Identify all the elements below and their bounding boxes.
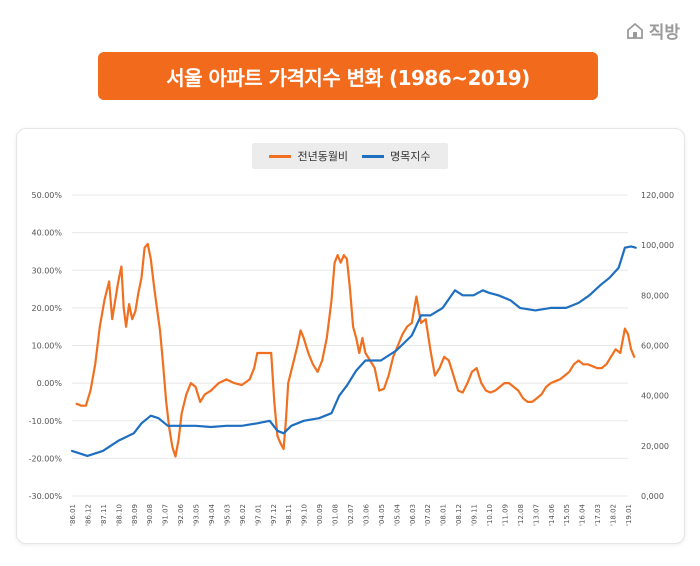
x-axis-tick-label: '86.12: [84, 504, 92, 526]
x-axis-tick-label: '05.04: [393, 503, 401, 526]
right-axis-tick-label: 40,000: [641, 392, 669, 401]
brand-logo: 직방: [625, 18, 680, 43]
x-axis-tick-label: '99.10: [301, 504, 309, 526]
x-axis-tick-label: '18.02: [610, 504, 618, 526]
x-axis-tick-label: '19.01: [625, 504, 633, 526]
x-axis-tick-label: '92.06: [177, 503, 185, 526]
right-axis-tick-label: 80,000: [641, 291, 669, 300]
x-axis-tick-label: '87.11: [100, 504, 108, 526]
series-line-yoy: [75, 242, 636, 458]
x-axis-tick-label: '08.01: [440, 504, 448, 526]
x-axis-tick-label: '89.09: [131, 504, 139, 526]
x-axis-tick-label: '13.07: [532, 504, 540, 526]
x-axis-tick-label: '08.12: [455, 504, 463, 526]
chart-title: 서울 아파트 가격지수 변화 (1986~2019): [166, 65, 530, 90]
brand-name: 직방: [648, 23, 680, 43]
chart-legend: 전년동월비 명목지수: [252, 143, 448, 169]
x-axis-tick-label: '94.04: [208, 503, 216, 526]
left-axis-tick-label: -10.00%: [29, 417, 63, 426]
left-axis-tick-label: 20.00%: [31, 304, 62, 313]
left-axis-tick-label: -30.00%: [29, 492, 63, 501]
legend-item-index: 명목지수: [362, 148, 431, 164]
home-icon: [626, 22, 643, 39]
series-line-index: [70, 245, 637, 457]
x-axis-tick-label: '06.03: [409, 504, 417, 526]
x-axis-tick-label: '14.06: [548, 503, 556, 526]
x-axis-tick-label: '88.10: [115, 504, 123, 526]
x-axis-tick-label: '17.03: [594, 504, 602, 526]
x-axis-tick-label: '93.05: [193, 504, 201, 526]
left-axis-tick-label: 30.00%: [31, 266, 62, 275]
x-axis-tick-label: '03.06: [362, 503, 370, 526]
chart-title-banner: 서울 아파트 가격지수 변화 (1986~2019): [98, 52, 598, 100]
right-axis-tick-label: 0,000: [641, 492, 664, 501]
chart-card: [16, 128, 685, 544]
x-axis-tick-label: '02.07: [347, 504, 355, 526]
x-axis-tick-label: '04.05: [378, 504, 386, 526]
left-axis-tick-label: 40.00%: [31, 229, 62, 238]
x-axis-tick-label: '10.10: [486, 504, 494, 526]
legend-label-yoy: 전년동월비: [297, 150, 349, 163]
x-axis-tick-label: '96.02: [239, 504, 247, 526]
right-axis-tick-label: 120,000: [641, 191, 674, 200]
x-axis-tick-label: '91.07: [162, 504, 170, 526]
x-axis-tick-label: '11.09: [501, 504, 509, 526]
x-axis-tick-label: '90.08: [146, 504, 154, 526]
left-axis-tick-label: 0.00%: [37, 379, 63, 388]
x-axis-tick-label: '97.12: [270, 504, 278, 526]
left-axis-tick-label: 50.00%: [31, 191, 62, 200]
right-axis-tick-label: 100,000: [641, 241, 674, 250]
x-axis-tick-label: '07.02: [424, 504, 432, 526]
legend-swatch-yoy: [269, 154, 292, 158]
x-axis-tick-label: '01.08: [332, 504, 340, 526]
x-axis-tick-label: '86.01: [69, 504, 77, 526]
legend-item-yoy: 전년동월비: [269, 148, 348, 164]
x-axis-tick-label: '16.04: [579, 503, 587, 526]
right-axis-tick-label: 20,000: [641, 442, 669, 451]
x-axis-tick-label: '15.05: [563, 504, 571, 526]
x-axis-tick-label: '09.11: [471, 504, 479, 526]
legend-swatch-index: [362, 154, 385, 158]
left-axis-tick-label: -20.00%: [29, 454, 63, 463]
x-axis-tick-label: '98.11: [285, 504, 293, 526]
x-axis-tick-label: '00.09: [316, 504, 324, 526]
right-axis-tick-label: 60,000: [641, 342, 669, 351]
left-axis-tick-label: 10.00%: [31, 342, 62, 351]
x-axis-tick-label: '97.01: [254, 504, 262, 526]
legend-label-index: 명목지수: [390, 150, 431, 163]
x-axis-tick-label: '95.03: [223, 504, 231, 526]
x-axis-tick-label: '12.08: [517, 504, 525, 526]
